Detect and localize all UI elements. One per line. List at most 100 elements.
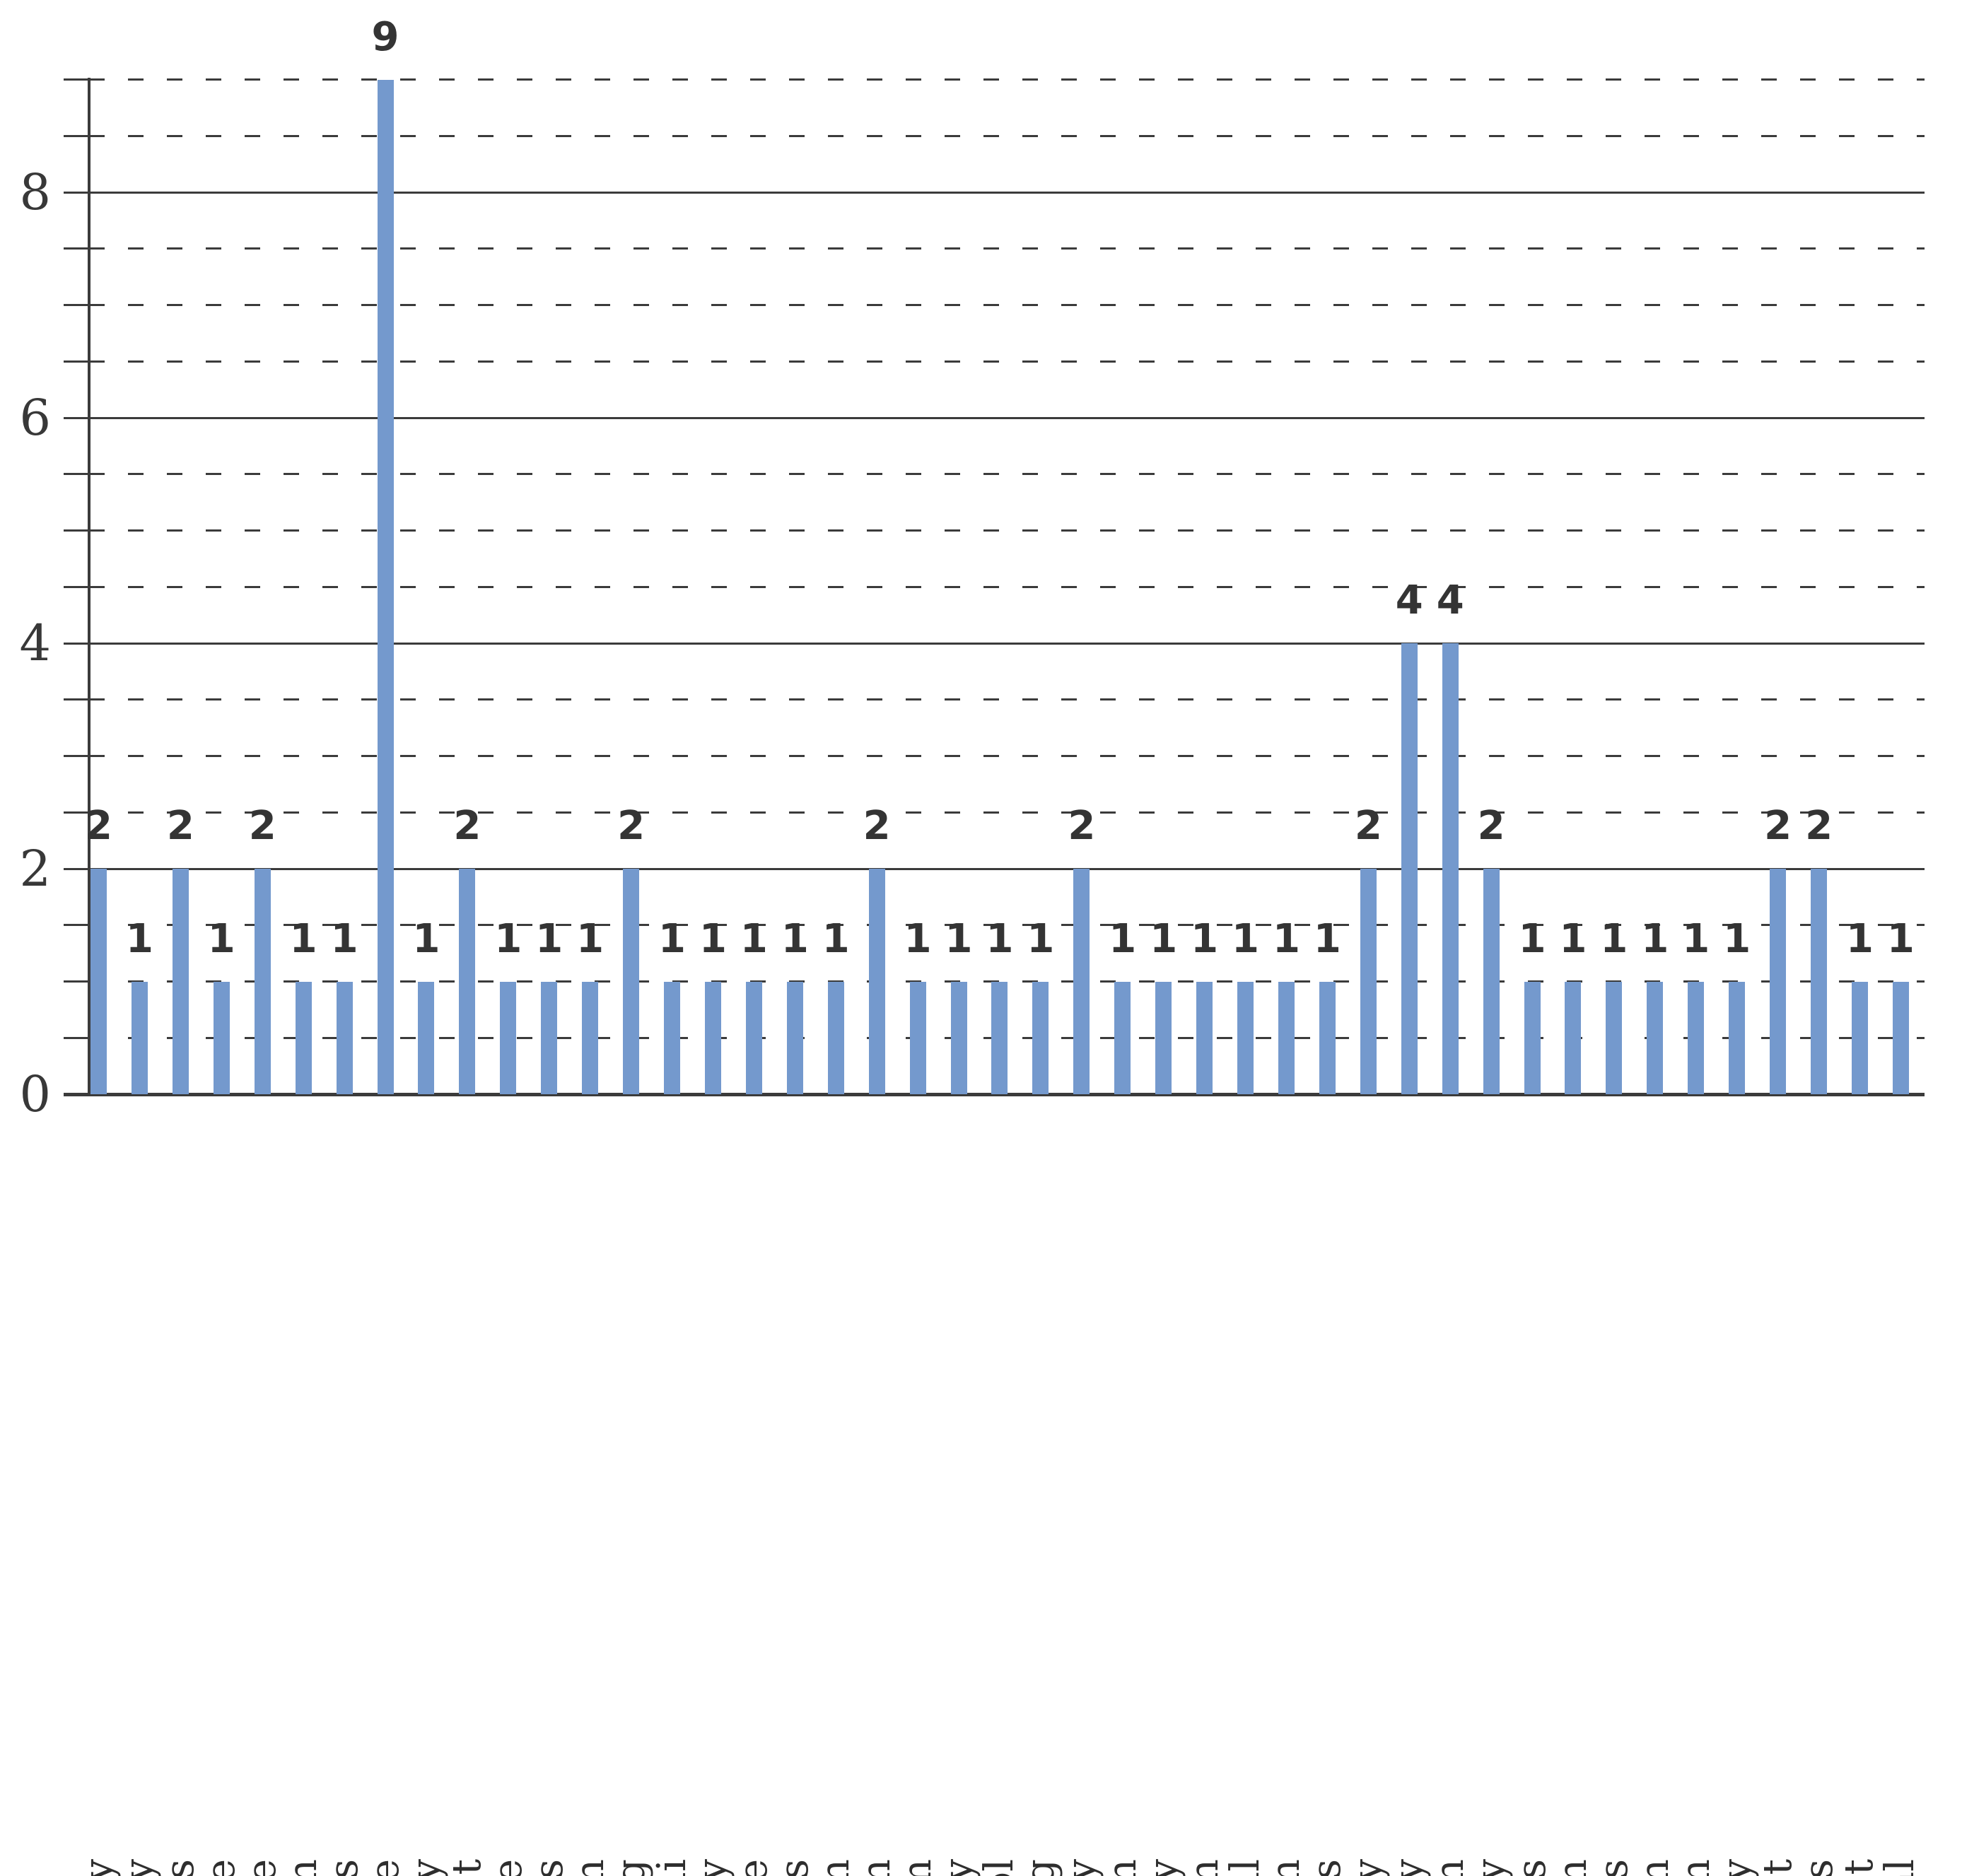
bar-value-label: 1 xyxy=(1723,915,1751,962)
bar-value-label: 1 xyxy=(1886,915,1915,962)
x-category-label: Security xyxy=(1468,1859,1514,1876)
y-axis-tick xyxy=(64,980,89,983)
bar-value-label: 1 xyxy=(1846,915,1874,962)
bar xyxy=(1606,981,1623,1094)
bar-value-label: 1 xyxy=(1232,915,1260,962)
bar-value-label: 1 xyxy=(207,915,235,962)
x-category-label: Interaction quality xyxy=(689,1859,735,1876)
bar xyxy=(909,981,926,1094)
x-category-label: Explanation persuasivenes xyxy=(526,1859,572,1876)
y-axis-tick xyxy=(64,585,89,588)
bar xyxy=(1032,981,1049,1094)
x-category-label: Autonomy xyxy=(116,1859,162,1876)
x-category-label: Safety xyxy=(1386,1859,1432,1876)
y-axis-tick xyxy=(64,755,89,757)
bar xyxy=(295,981,312,1094)
x-category-label: Transparency xyxy=(1714,1859,1760,1876)
bar-value-label: 1 xyxy=(1109,915,1137,962)
y-tick-label: 2 xyxy=(19,840,51,898)
bar xyxy=(1196,981,1213,1094)
bar xyxy=(623,869,640,1094)
gridline-dashed xyxy=(89,78,1925,81)
bar-value-label: 1 xyxy=(822,915,850,962)
bar-value-label: 2 xyxy=(166,803,194,849)
bar xyxy=(991,981,1008,1094)
x-category-label: User engagement xyxy=(1836,1859,1882,1876)
bar xyxy=(1073,869,1090,1094)
y-axis-tick xyxy=(64,867,89,870)
gridline-solid xyxy=(89,191,1925,194)
bar xyxy=(90,869,107,1094)
bar-value-label: 1 xyxy=(1191,915,1219,962)
bar-value-label: 1 xyxy=(1518,915,1546,962)
bar-value-label: 2 xyxy=(863,803,891,849)
bar-value-label: 9 xyxy=(371,13,399,60)
bar-value-label: 1 xyxy=(658,915,686,962)
bar-value-label: 1 xyxy=(1682,915,1710,962)
bar xyxy=(786,981,803,1094)
bar-value-label: 1 xyxy=(330,915,358,962)
bar xyxy=(254,869,271,1094)
bar-value-label: 1 xyxy=(125,915,153,962)
bar-value-label: 1 xyxy=(1027,915,1055,962)
x-category-label: Knowledge xyxy=(730,1859,776,1876)
bar-value-label: 1 xyxy=(1600,915,1628,962)
x-category-label: Stimulation xyxy=(1550,1859,1596,1876)
x-category-label: Task navigation xyxy=(1632,1859,1678,1876)
gridline-dashed xyxy=(89,924,1925,927)
bar-value-label: 1 xyxy=(1272,915,1300,962)
bar xyxy=(418,981,435,1094)
bar xyxy=(1401,643,1418,1094)
x-category-label: Persuasiveness of an explanation xyxy=(1099,1859,1145,1876)
bar-value-label: 1 xyxy=(1559,915,1587,962)
bar xyxy=(664,981,681,1094)
x-category-label: Satisfaction xyxy=(1427,1859,1473,1876)
bar xyxy=(1729,981,1746,1094)
bar xyxy=(827,981,844,1094)
bar xyxy=(377,79,394,1094)
bar xyxy=(459,869,476,1094)
y-axis-tick xyxy=(64,247,89,250)
bar-value-label: 2 xyxy=(453,803,481,849)
x-category-label: Efficacy xyxy=(403,1859,449,1876)
bar xyxy=(336,981,353,1094)
y-axis-tick xyxy=(64,698,89,701)
x-category-label: Confidence xyxy=(239,1859,285,1876)
x-category-label: Natural interaction xyxy=(853,1859,899,1876)
gridline-solid xyxy=(89,642,1925,645)
bar xyxy=(1647,981,1664,1094)
gridline-dashed xyxy=(89,134,1925,137)
gridline-solid xyxy=(89,867,1925,870)
bar-value-label: 1 xyxy=(699,915,727,962)
bar-value-label: 2 xyxy=(248,803,276,849)
y-axis-tick xyxy=(64,416,89,419)
x-category-label: Situational awareness xyxy=(1509,1859,1555,1876)
bar xyxy=(1360,869,1377,1094)
x-category-label: Contextual information xyxy=(280,1859,326,1876)
x-category-label: Apporproate formality xyxy=(76,1859,122,1876)
bar xyxy=(1811,869,1828,1094)
x-category-label: Usefulness xyxy=(1796,1859,1842,1876)
gridline-dashed xyxy=(89,755,1925,757)
bar xyxy=(868,869,885,1094)
x-category-label: Frustration xyxy=(567,1859,613,1876)
bar-value-label: 1 xyxy=(1313,915,1341,962)
bar xyxy=(1155,981,1172,1094)
y-axis-tick xyxy=(64,191,89,194)
x-category-label: Expertise xyxy=(485,1859,531,1876)
bar xyxy=(1442,643,1459,1094)
y-axis-tick xyxy=(64,473,89,476)
x-category-label: Funny and interesting xyxy=(608,1859,654,1876)
gridline-dashed xyxy=(89,529,1925,532)
y-tick-label: 8 xyxy=(19,163,51,221)
bar xyxy=(1892,981,1909,1094)
gridline-dashed xyxy=(89,585,1925,588)
bar-value-label: 4 xyxy=(1436,578,1464,623)
y-axis-tick xyxy=(64,1036,89,1039)
bar-value-label: 1 xyxy=(740,915,768,962)
y-axis-tick xyxy=(64,811,89,814)
bar xyxy=(1114,981,1131,1094)
y-axis-tick xyxy=(64,134,89,137)
bar-value-label: 2 xyxy=(1477,803,1505,849)
